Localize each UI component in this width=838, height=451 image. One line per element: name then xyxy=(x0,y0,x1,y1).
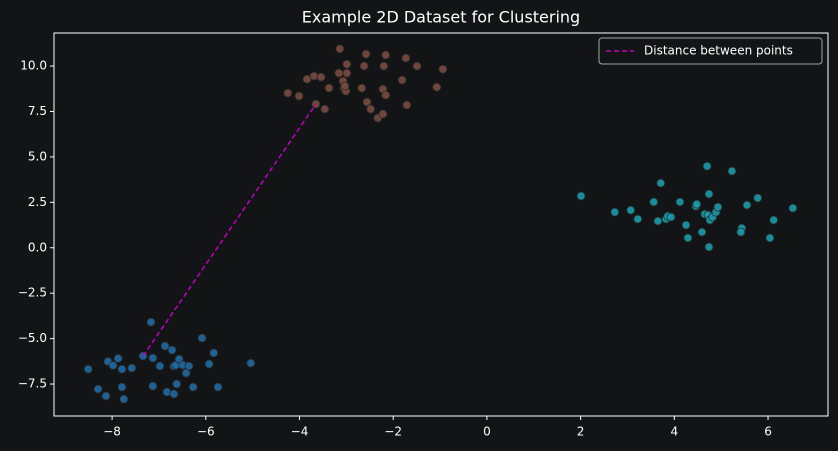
y-tick-label: −7.5 xyxy=(18,377,47,391)
point xyxy=(357,83,367,93)
point xyxy=(127,363,137,373)
point xyxy=(169,389,179,399)
point xyxy=(324,83,334,93)
point xyxy=(148,353,158,363)
point xyxy=(610,207,620,217)
point xyxy=(362,97,372,107)
point xyxy=(294,91,304,101)
point xyxy=(713,202,723,212)
x-tick-label: 4 xyxy=(671,425,679,439)
point xyxy=(366,104,376,114)
point xyxy=(666,212,676,222)
point xyxy=(320,104,330,114)
plot-area xyxy=(53,32,829,417)
point xyxy=(93,384,103,394)
point xyxy=(83,364,93,374)
point xyxy=(101,391,111,401)
legend-label: Distance between points xyxy=(644,44,793,58)
point xyxy=(167,345,177,355)
point xyxy=(378,109,388,119)
point xyxy=(412,61,422,71)
point xyxy=(188,382,198,392)
point xyxy=(209,348,219,358)
point xyxy=(401,53,411,63)
point xyxy=(342,68,352,78)
point xyxy=(681,220,691,230)
point xyxy=(742,200,752,210)
point xyxy=(184,361,194,371)
point xyxy=(769,215,779,225)
point xyxy=(379,61,389,71)
y-tick-label: −5.0 xyxy=(18,331,47,345)
point xyxy=(204,359,214,369)
chart-title: Example 2D Dataset for Clustering xyxy=(302,8,580,27)
point xyxy=(626,205,636,215)
point xyxy=(381,50,391,60)
x-tick-label: −8 xyxy=(103,425,121,439)
point xyxy=(675,197,685,207)
y-tick-label: 10.0 xyxy=(20,59,47,73)
point xyxy=(649,197,659,207)
point xyxy=(692,199,702,209)
point xyxy=(160,341,170,351)
point xyxy=(213,382,223,392)
point xyxy=(340,81,350,91)
legend-box xyxy=(598,37,823,65)
point xyxy=(653,216,663,226)
point xyxy=(704,242,714,252)
point xyxy=(197,333,207,343)
x-tick-label: −4 xyxy=(291,425,309,439)
point xyxy=(702,161,712,171)
point xyxy=(765,233,775,243)
point xyxy=(753,193,763,203)
point xyxy=(361,49,371,59)
point xyxy=(438,64,448,74)
point xyxy=(381,90,391,100)
point xyxy=(155,361,165,371)
x-tick-label: 0 xyxy=(483,425,491,439)
point xyxy=(148,381,158,391)
y-tick-label: −2.5 xyxy=(18,286,47,300)
line xyxy=(142,103,317,357)
point xyxy=(108,361,118,370)
x-tick-label: −6 xyxy=(197,425,215,439)
point xyxy=(432,82,442,92)
point xyxy=(397,75,407,85)
point xyxy=(334,68,344,78)
point xyxy=(283,88,293,98)
point xyxy=(402,100,412,110)
y-tick-label: 0.0 xyxy=(28,240,47,254)
point xyxy=(316,72,326,82)
point xyxy=(576,191,586,201)
point xyxy=(704,189,714,199)
x-tick-label: 2 xyxy=(577,425,585,439)
x-tick-label: 6 xyxy=(764,425,772,439)
y-tick-label: 2.5 xyxy=(28,195,47,209)
point xyxy=(172,379,182,389)
point xyxy=(146,317,156,327)
x-tick-label: −2 xyxy=(384,425,402,439)
point xyxy=(788,203,798,213)
point xyxy=(359,61,369,71)
point xyxy=(342,59,352,69)
point xyxy=(736,227,746,237)
y-tick-label: 5.0 xyxy=(28,149,47,163)
point xyxy=(656,178,666,188)
y-tick-label: 7.5 xyxy=(28,104,47,118)
point xyxy=(727,166,737,176)
point xyxy=(246,358,256,368)
point xyxy=(697,227,707,237)
point xyxy=(683,233,693,243)
point xyxy=(335,44,345,54)
point xyxy=(113,354,123,363)
point xyxy=(117,382,127,392)
point xyxy=(117,364,127,374)
point xyxy=(119,394,129,404)
point xyxy=(633,214,643,224)
